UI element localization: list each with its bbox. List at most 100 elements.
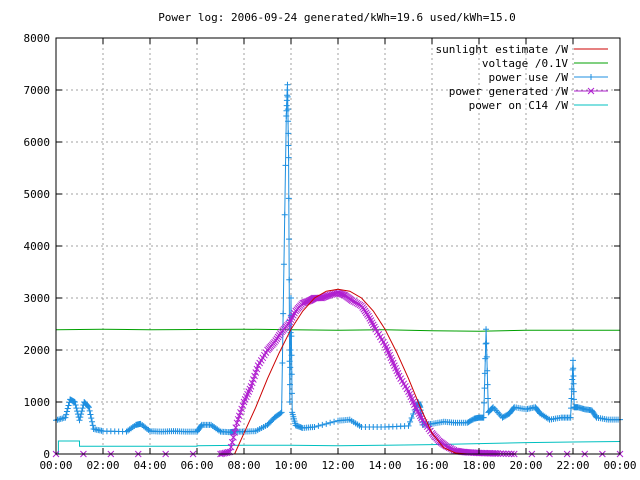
legend-marker [587,87,595,95]
data-point [288,390,295,397]
series-power-generated [52,289,624,458]
data-point [484,367,491,374]
data-point [231,429,238,436]
data-point [288,295,294,301]
data-point [284,87,291,93]
data-point [230,434,237,441]
data-point [480,414,487,421]
data-point [62,414,69,421]
data-point [570,396,577,403]
data-point [339,291,347,298]
data-point [300,299,308,307]
x-tick-label: 06:00 [180,459,213,472]
data-point [319,421,326,428]
data-point [89,418,96,425]
y-tick-label: 5000 [24,188,51,201]
data-point [285,142,292,149]
data-point [232,424,240,432]
data-point [319,294,327,301]
data-point [284,93,291,100]
data-point [483,326,490,333]
series-sunlight [56,288,620,455]
data-point [76,417,83,424]
data-point [285,130,292,137]
data-point [335,289,343,297]
data-point [483,340,490,347]
data-point [85,404,92,411]
x-tick-label: 14:00 [368,459,401,472]
data-point [301,298,309,306]
data-point [323,420,330,427]
y-tick-label: 1000 [24,396,51,409]
data-point [336,290,344,298]
data-point [286,236,293,243]
data-point [483,353,490,360]
data-point [87,411,94,418]
data-point [89,422,96,429]
x-tick-label: 12:00 [321,459,354,472]
data-point [287,381,294,388]
y-tick-label: 4000 [24,240,51,253]
data-point [570,357,576,364]
y-tick-label: 3000 [24,292,51,305]
y-tick-label: 2000 [24,344,51,357]
data-point [227,443,235,451]
series-line [56,288,620,455]
legend-label: power generated /W [449,85,569,98]
x-tick-label: 00:00 [39,459,72,472]
data-point [286,399,293,405]
data-point [65,402,72,409]
data-point [283,102,290,109]
series-line [56,440,621,455]
data-point [286,358,293,365]
data-point [228,438,236,446]
data-point [568,395,575,402]
legend-label: power use /W [489,71,569,84]
series-line [55,328,620,332]
x-tick-label: 10:00 [274,459,307,472]
data-point [284,106,291,113]
data-point [71,399,78,405]
data-point [281,211,288,218]
data-point [287,364,294,371]
data-point [322,292,330,300]
data-point [73,405,80,412]
data-point [570,365,577,372]
data-point [288,371,295,378]
x-tick-label: 16:00 [415,459,448,472]
data-point [285,154,292,161]
data-point [311,423,318,430]
data-point [280,310,287,317]
y-tick-label: 8000 [24,32,51,45]
data-point [315,422,322,429]
y-tick-label: 7000 [24,84,51,97]
data-point [321,293,329,301]
series-layer [52,81,624,458]
data-point [88,415,95,422]
x-tick-label: 22:00 [556,459,589,472]
grid [56,38,620,454]
data-point [485,395,492,402]
series-power-c14 [56,440,621,455]
data-point [482,340,489,347]
legend-label: sunlight estimate /W [436,43,569,56]
data-point [405,422,412,429]
data-point [302,298,310,306]
data-point [569,376,576,383]
data-point [327,419,334,426]
data-point [570,388,577,395]
data-point [568,405,575,412]
data-point [491,450,499,457]
data-point [86,407,93,414]
data-point [77,414,84,421]
legend-label: power on C14 /W [469,99,569,112]
data-point [278,409,285,416]
data-point [338,290,345,298]
data-point [283,97,290,104]
data-point [63,411,70,418]
data-point [494,450,502,457]
y-tick-label: 6000 [24,136,51,149]
data-point [318,294,325,302]
